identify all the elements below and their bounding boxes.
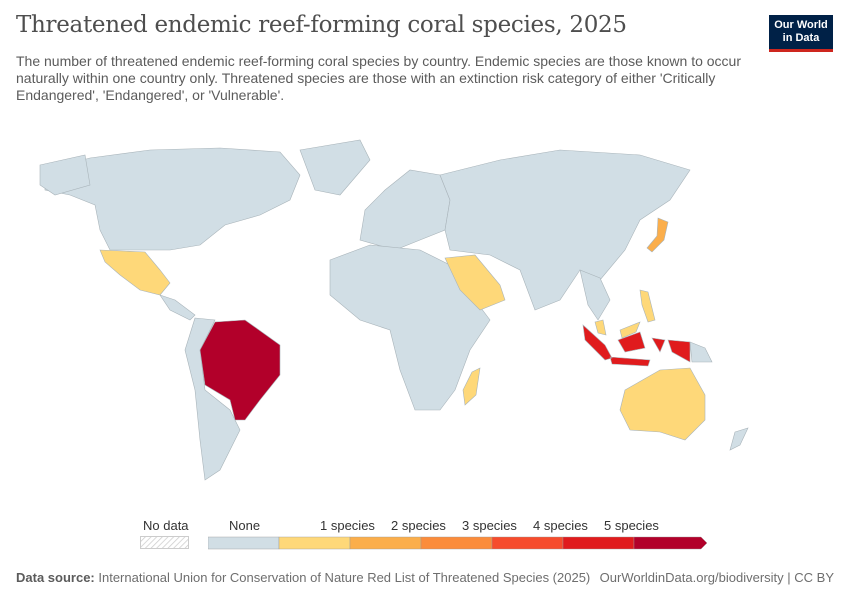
country-africa[interactable] (329, 244, 491, 411)
country-central-america[interactable] (159, 294, 196, 321)
legend-label: 4 species (533, 518, 588, 533)
country-japan[interactable] (646, 217, 669, 253)
country-philippines[interactable] (639, 289, 656, 323)
legend-color-bar (208, 536, 708, 550)
country-saudi-arabia[interactable] (444, 254, 506, 311)
country-southeast-asia[interactable] (579, 269, 611, 321)
chart-subtitle: The number of threatened endemic reef-fo… (16, 53, 741, 103)
source-label: Data source: (16, 570, 95, 585)
chart-title: Threatened endemic reef-forming coral sp… (16, 12, 627, 38)
country-malaysia[interactable] (594, 319, 641, 339)
country-europe[interactable] (359, 169, 451, 251)
country-indonesia[interactable] (582, 324, 691, 367)
legend-label: 3 species (462, 518, 517, 533)
legend-label: 2 species (391, 518, 446, 533)
legend-bin[interactable] (491, 536, 564, 550)
footer-source: Data source: International Union for Con… (16, 570, 590, 585)
owid-logo[interactable]: Our World in Data (769, 15, 833, 52)
country-australia[interactable] (619, 367, 706, 441)
country-papua-new-guinea[interactable] (689, 341, 713, 363)
country-brazil[interactable] (199, 319, 281, 421)
source-text[interactable]: International Union for Conservation of … (98, 570, 591, 585)
legend-bin[interactable] (278, 536, 351, 550)
legend-bin[interactable] (208, 536, 280, 550)
country-alaska[interactable] (39, 154, 91, 196)
footer-url[interactable]: OurWorldinData.org/biodiversity | CC BY (599, 570, 834, 585)
world-map (39, 139, 749, 481)
logo-line2: in Data (782, 32, 820, 44)
legend-bin[interactable] (562, 536, 635, 550)
country-new-zealand[interactable] (729, 427, 749, 451)
country-greenland[interactable] (299, 139, 371, 196)
logo-line1: Our World (774, 19, 828, 31)
legend-no-data-swatch (140, 536, 189, 549)
legend-no-data-label: No data (143, 518, 189, 533)
legend-label: 1 species (320, 518, 375, 533)
legend-label: 5 species (604, 518, 659, 533)
legend-bin[interactable] (633, 536, 708, 550)
legend-bin[interactable] (349, 536, 422, 550)
legend-none-label: None (229, 518, 261, 533)
legend-bin[interactable] (420, 536, 493, 550)
country-canada-usa[interactable] (44, 147, 301, 251)
country-mexico[interactable] (99, 249, 171, 296)
country-madagascar[interactable] (462, 367, 481, 406)
